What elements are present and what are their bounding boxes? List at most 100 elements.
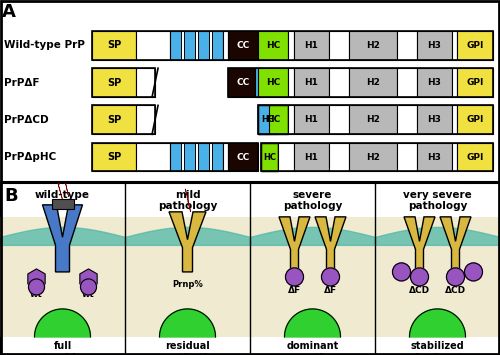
Circle shape xyxy=(410,268,428,286)
Bar xyxy=(258,31,288,60)
Text: HC: HC xyxy=(266,115,280,124)
Text: Prnp%: Prnp% xyxy=(172,280,203,289)
Bar xyxy=(170,143,180,171)
Polygon shape xyxy=(410,309,466,337)
Text: ΔF: ΔF xyxy=(288,286,301,295)
Text: SP: SP xyxy=(107,152,122,162)
Polygon shape xyxy=(440,217,471,272)
Text: mild
pathology: mild pathology xyxy=(158,190,217,212)
Polygon shape xyxy=(80,269,97,289)
Bar xyxy=(452,31,458,60)
Text: H3: H3 xyxy=(428,153,442,162)
Bar xyxy=(258,68,288,97)
Text: H3: H3 xyxy=(428,115,442,124)
Text: wt: wt xyxy=(82,290,95,299)
Bar xyxy=(329,68,349,97)
Bar xyxy=(184,143,194,171)
Circle shape xyxy=(80,279,96,295)
Bar xyxy=(349,105,397,134)
Text: CC: CC xyxy=(236,78,250,87)
Bar xyxy=(222,31,228,60)
Text: SP: SP xyxy=(107,40,122,50)
Bar xyxy=(294,68,329,97)
Polygon shape xyxy=(185,189,190,212)
Bar xyxy=(258,105,493,134)
Bar xyxy=(294,31,329,60)
Circle shape xyxy=(322,268,340,286)
Polygon shape xyxy=(279,217,310,272)
Text: ΔCD: ΔCD xyxy=(445,286,466,295)
Text: Wild-type PrP: Wild-type PrP xyxy=(4,40,85,50)
Bar xyxy=(136,143,170,171)
Bar xyxy=(417,31,452,60)
Bar xyxy=(349,143,397,171)
Bar xyxy=(288,31,294,60)
Polygon shape xyxy=(315,217,346,272)
Bar xyxy=(261,143,493,171)
Bar xyxy=(92,105,136,134)
Text: A: A xyxy=(2,3,16,21)
Bar xyxy=(92,68,155,97)
Text: H2: H2 xyxy=(366,78,380,87)
Circle shape xyxy=(286,268,304,286)
Bar xyxy=(52,199,74,209)
Polygon shape xyxy=(284,309,341,337)
Text: PrPΔF: PrPΔF xyxy=(4,78,40,88)
Bar xyxy=(228,31,258,60)
Bar xyxy=(222,143,228,171)
Bar xyxy=(184,31,194,60)
Bar xyxy=(458,31,493,60)
Text: SP: SP xyxy=(107,78,122,88)
Text: H2: H2 xyxy=(366,153,380,162)
Bar xyxy=(170,31,180,60)
Bar xyxy=(255,68,261,97)
Text: H3: H3 xyxy=(428,41,442,50)
Text: full
trophic
activity: full trophic activity xyxy=(42,341,83,355)
Polygon shape xyxy=(62,162,68,197)
Text: CC: CC xyxy=(236,153,250,162)
Text: PrPΔpHC: PrPΔpHC xyxy=(4,152,56,162)
Text: ΔF: ΔF xyxy=(324,286,337,295)
Text: residual
constitutive
activity: residual constitutive activity xyxy=(154,341,220,355)
Text: H1: H1 xyxy=(304,78,318,87)
Bar xyxy=(397,31,417,60)
Text: HC: HC xyxy=(262,115,274,124)
Text: very severe
pathology: very severe pathology xyxy=(403,190,472,212)
Text: H1: H1 xyxy=(304,41,318,50)
Text: GPI: GPI xyxy=(466,78,484,87)
Text: CC: CC xyxy=(236,41,250,50)
Circle shape xyxy=(464,263,482,281)
Text: HC: HC xyxy=(263,153,276,162)
Bar xyxy=(170,143,222,171)
Text: HC: HC xyxy=(266,78,280,87)
Bar xyxy=(397,143,417,171)
Bar xyxy=(329,143,349,171)
Bar xyxy=(228,68,493,97)
Bar xyxy=(452,143,458,171)
Polygon shape xyxy=(169,212,206,272)
Polygon shape xyxy=(34,309,90,337)
Bar xyxy=(417,143,452,171)
Bar xyxy=(349,31,397,60)
Text: severe
pathology: severe pathology xyxy=(283,190,342,212)
Bar xyxy=(92,143,136,171)
Bar xyxy=(136,105,155,134)
Text: SP: SP xyxy=(107,115,122,125)
Text: H1: H1 xyxy=(304,115,318,124)
Polygon shape xyxy=(160,309,216,337)
Polygon shape xyxy=(404,217,435,272)
Circle shape xyxy=(392,263,410,281)
Bar xyxy=(198,31,208,60)
Bar xyxy=(329,105,349,134)
Text: GPI: GPI xyxy=(466,153,484,162)
Text: GPI: GPI xyxy=(466,115,484,124)
Bar xyxy=(170,31,222,60)
Text: stabilized
dominant
negative: stabilized dominant negative xyxy=(410,341,465,355)
Bar xyxy=(261,143,278,171)
Bar xyxy=(92,105,155,134)
Text: ΔCD: ΔCD xyxy=(409,286,430,295)
Text: B: B xyxy=(4,187,18,205)
Bar xyxy=(417,105,452,134)
Bar xyxy=(452,105,458,134)
Bar xyxy=(92,31,493,60)
